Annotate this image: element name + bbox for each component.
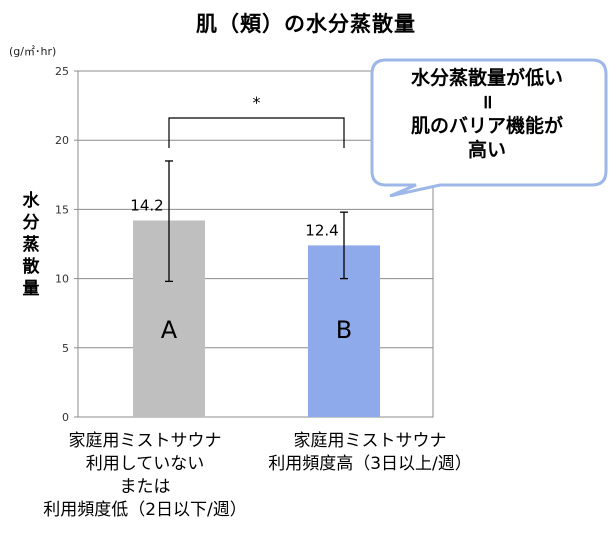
significance-marker: * <box>253 93 261 112</box>
bar-letter: B <box>336 316 352 344</box>
data-label: 12.4 <box>305 221 338 239</box>
y-tick-label: 5 <box>62 342 69 355</box>
callout-bubble <box>370 58 608 197</box>
y-tick-label: 10 <box>55 273 69 286</box>
significance-bracket <box>168 117 345 148</box>
data-label: 14.2 <box>130 196 163 214</box>
plot-area <box>77 70 434 418</box>
callout-text: 水分蒸散量が低い ॥ 肌のバリア機能が 高い <box>410 67 563 161</box>
chart-title: 肌（頬）の水分蒸散量 <box>196 12 416 36</box>
category-label-a: 家庭用ミストサウナ 利用していない または 利用頻度低（2日以下/週） <box>43 431 247 520</box>
unit-label: (g/㎡･hr) <box>9 45 57 58</box>
y-axis-label: 水分蒸散量 <box>22 191 40 299</box>
category-label-b: 家庭用ミストサウナ 利用頻度高（3日以上/週） <box>268 431 472 474</box>
y-tick-label: 0 <box>62 411 69 424</box>
y-tick-label: 15 <box>55 203 69 216</box>
bar-letter: A <box>161 316 178 344</box>
y-tick-label: 25 <box>55 65 69 78</box>
y-tick-label: 20 <box>55 134 69 147</box>
